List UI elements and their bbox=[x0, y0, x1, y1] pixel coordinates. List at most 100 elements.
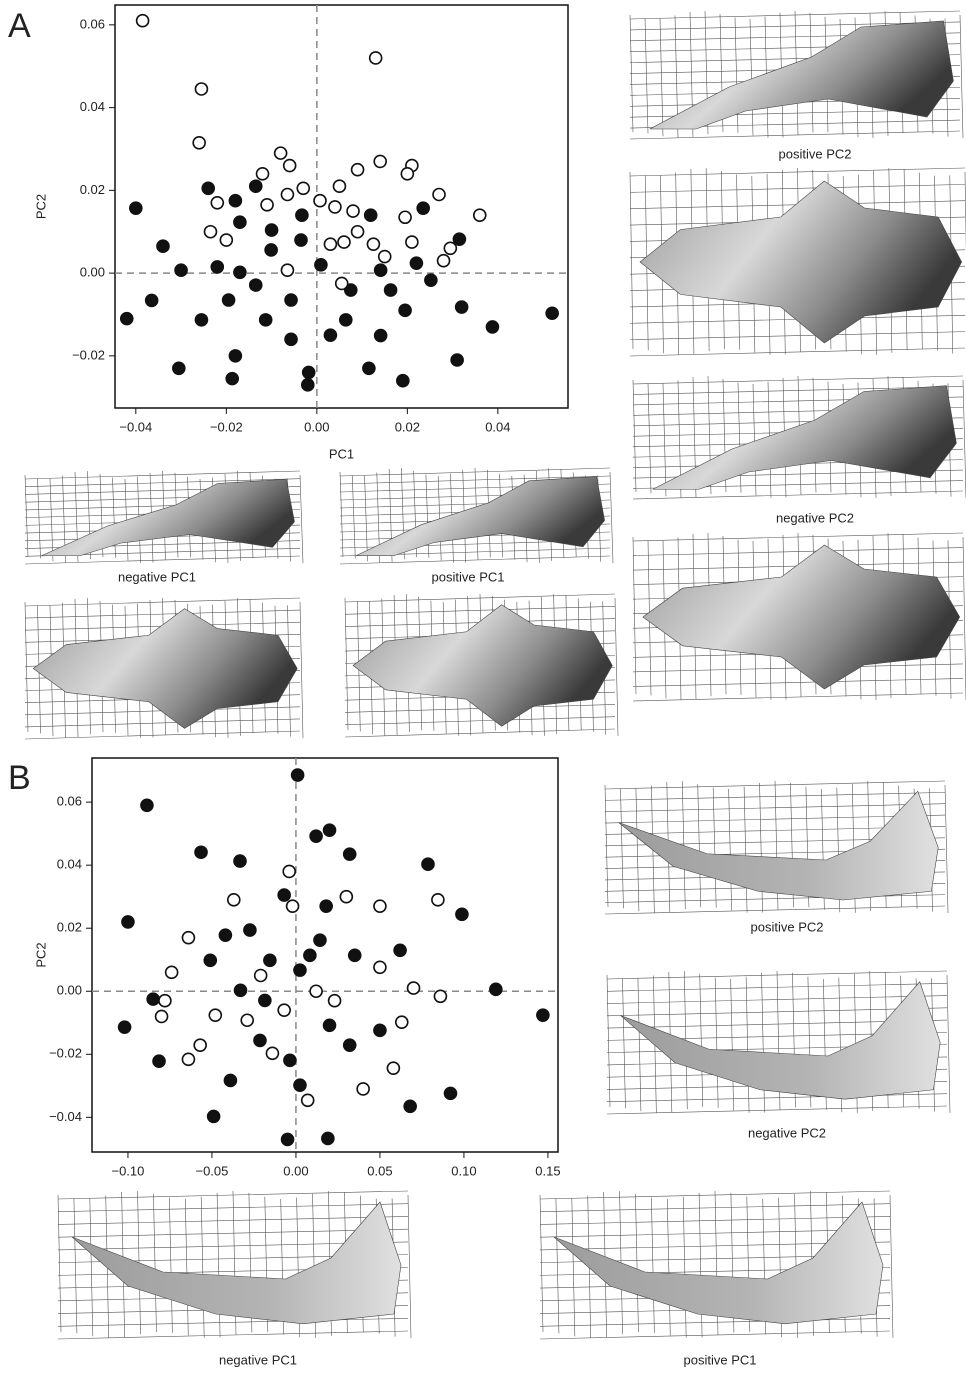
shape bbox=[71, 1201, 402, 1325]
filled-point bbox=[277, 888, 291, 902]
filled-point bbox=[283, 1053, 297, 1068]
filled-point bbox=[290, 768, 305, 782]
open-point bbox=[332, 179, 347, 194]
open-point bbox=[346, 204, 360, 218]
open-point bbox=[350, 224, 365, 239]
shape bbox=[41, 478, 295, 557]
filled-point bbox=[314, 258, 328, 272]
deformation-grid bbox=[339, 475, 611, 485]
y-tick-label: −0.02 bbox=[72, 347, 105, 362]
x-tick-label: −0.04 bbox=[119, 419, 152, 434]
filled-point bbox=[284, 332, 298, 347]
shape-illustration bbox=[629, 10, 964, 140]
open-point bbox=[373, 960, 387, 975]
deformation-grid bbox=[571, 1198, 576, 1337]
deformation-grid bbox=[344, 597, 349, 731]
filled-point bbox=[409, 256, 424, 270]
shape-caption: negative PC1 bbox=[118, 569, 196, 584]
filled-point bbox=[218, 928, 233, 942]
filled-point bbox=[228, 349, 243, 363]
open-point bbox=[210, 195, 225, 210]
open-point bbox=[193, 1038, 207, 1052]
filled-point bbox=[322, 823, 337, 837]
filled-point bbox=[203, 953, 218, 968]
deformation-grid bbox=[609, 471, 614, 564]
deformation-grid bbox=[604, 814, 946, 824]
filled-point bbox=[454, 300, 469, 314]
deformation-grid bbox=[606, 1007, 948, 1017]
deformation-grid bbox=[959, 14, 964, 139]
open-point bbox=[313, 193, 327, 208]
open-point bbox=[260, 198, 274, 212]
filled-point bbox=[206, 1109, 221, 1124]
open-point bbox=[226, 893, 241, 907]
filled-point bbox=[194, 313, 209, 327]
filled-point bbox=[121, 915, 135, 929]
filled-point bbox=[152, 1054, 166, 1069]
deformation-grid bbox=[57, 1228, 409, 1238]
filled-point bbox=[393, 943, 407, 958]
deformation-grid bbox=[629, 171, 634, 350]
x-tick-label: 0.00 bbox=[283, 1163, 308, 1178]
deformation-grid bbox=[635, 1193, 639, 1333]
shape-illustration bbox=[24, 470, 304, 565]
x-tick-label: 0.05 bbox=[367, 1163, 392, 1178]
plot-frame bbox=[114, 4, 569, 409]
deformation-grid bbox=[632, 692, 964, 702]
deformation-grid bbox=[606, 995, 948, 1004]
open-point bbox=[280, 187, 295, 202]
deformation-grid bbox=[946, 974, 951, 1114]
deformation-grid bbox=[344, 728, 616, 738]
open-point bbox=[443, 241, 458, 256]
shape bbox=[639, 180, 962, 344]
deformation-grid bbox=[124, 478, 129, 561]
filled-point bbox=[253, 1033, 267, 1048]
open-point bbox=[366, 237, 381, 251]
open-point bbox=[373, 899, 387, 913]
filled-point bbox=[140, 798, 154, 813]
deformation-grid bbox=[24, 478, 301, 488]
open-point bbox=[472, 208, 487, 222]
y-tick-label: 0.04 bbox=[57, 857, 82, 872]
deformation-grid bbox=[604, 803, 946, 813]
deformation-grid bbox=[737, 382, 742, 493]
filled-point bbox=[233, 854, 247, 868]
deformation-grid bbox=[651, 1197, 655, 1333]
open-point bbox=[350, 162, 365, 177]
y-tick-label: 0.04 bbox=[80, 99, 105, 114]
deformation-grid bbox=[647, 383, 652, 494]
deformation-grid bbox=[604, 780, 946, 790]
shape bbox=[352, 604, 613, 727]
deformation-grid bbox=[632, 375, 964, 385]
filled-point bbox=[146, 992, 160, 1006]
open-point bbox=[208, 1008, 223, 1023]
deformation-grid bbox=[299, 601, 304, 739]
deformation-grid bbox=[539, 1190, 891, 1200]
shape-illustration bbox=[632, 375, 966, 500]
deformation-grid bbox=[629, 347, 966, 357]
deformation-grid bbox=[606, 1105, 948, 1115]
deformation-grid bbox=[555, 1198, 560, 1334]
open-point bbox=[253, 968, 268, 983]
deformation-grid bbox=[407, 1194, 412, 1339]
open-point bbox=[280, 263, 295, 278]
x-tick-label: −0.05 bbox=[195, 1163, 228, 1178]
filled-point bbox=[221, 293, 236, 307]
filled-point bbox=[300, 378, 315, 392]
open-point bbox=[282, 864, 297, 879]
y-axis-label: PC2 bbox=[33, 194, 48, 219]
x-tick-label: 0.04 bbox=[485, 419, 510, 434]
open-point bbox=[337, 235, 351, 249]
deformation-grid bbox=[606, 970, 948, 980]
y-axis-label: PC2 bbox=[33, 942, 48, 967]
deformation-grid bbox=[712, 787, 717, 908]
deformation-grid bbox=[539, 1317, 891, 1327]
open-point bbox=[277, 1003, 291, 1017]
deformation-grid bbox=[714, 977, 719, 1108]
open-point bbox=[334, 276, 349, 291]
filled-point bbox=[228, 193, 243, 208]
filled-point bbox=[450, 353, 464, 367]
deformation-grid bbox=[734, 17, 739, 133]
x-tick-label: −0.02 bbox=[210, 419, 243, 434]
